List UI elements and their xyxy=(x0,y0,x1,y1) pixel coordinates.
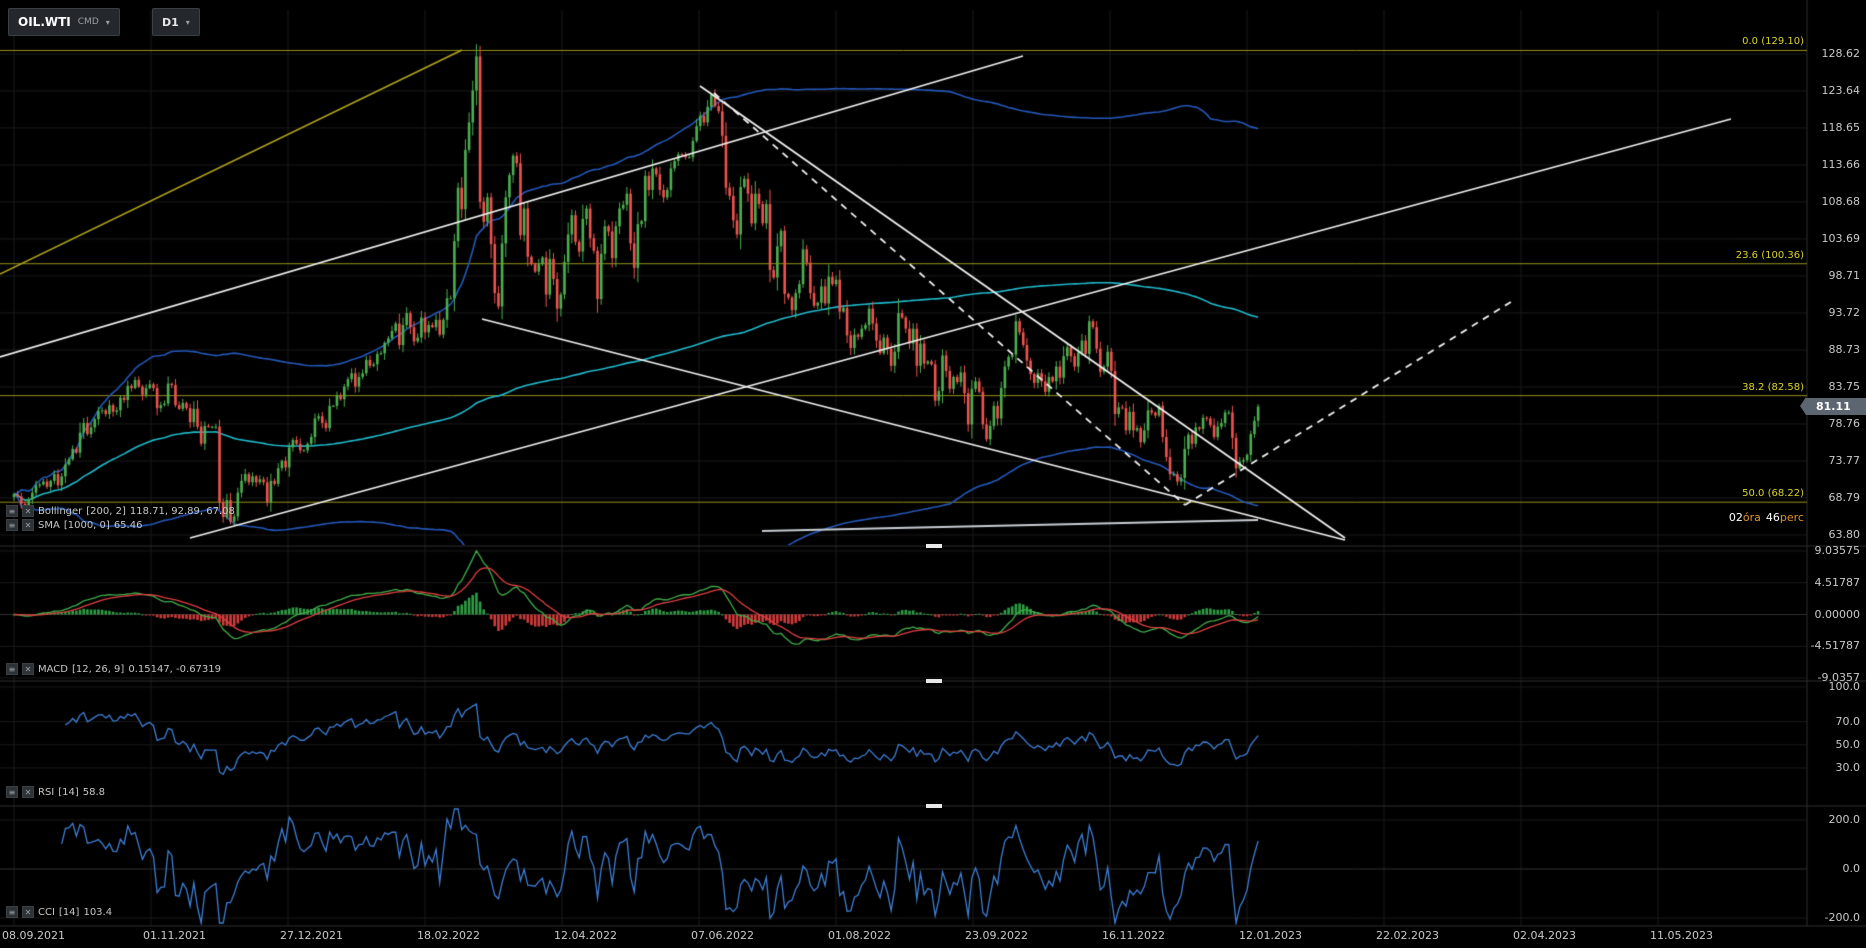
indicator-values: 0.15147, -0.67319 xyxy=(128,663,221,675)
rsi-axis-label: 100.0 xyxy=(1828,680,1861,693)
legend-rsi-text: RSI [14] 58.8 xyxy=(38,787,105,798)
chevron-down-icon: ▾ xyxy=(185,17,190,27)
current-price-badge: 81.11 xyxy=(1800,397,1866,416)
price-axis-label: 93.72 xyxy=(1828,305,1861,319)
indicator-name: SMA xyxy=(38,519,60,531)
indicator-values: 103.4 xyxy=(83,906,113,918)
price-axis-label: 123.64 xyxy=(1821,83,1861,97)
indicator-name: RSI xyxy=(38,786,55,798)
date-label: 01.11.2021 xyxy=(143,929,206,942)
indicator-params: [1000, 0] xyxy=(63,519,110,531)
macd-axis-label: -9.0357 xyxy=(1817,671,1860,685)
indicator-close-icon[interactable]: ✕ xyxy=(22,505,34,517)
countdown-minutes: 46 xyxy=(1765,511,1780,524)
indicator-close-icon[interactable]: ✕ xyxy=(22,519,34,531)
indicator-params: [200, 2] xyxy=(86,505,126,517)
indicator-menu-icon[interactable]: ≡ xyxy=(6,663,18,675)
indicator-menu-icon[interactable]: ≡ xyxy=(6,786,18,798)
indicator-values: 65.46 xyxy=(113,519,143,531)
rsi-axis-label: 50.0 xyxy=(1835,737,1861,751)
indicator-params: [14] xyxy=(58,906,80,918)
price-axis-label: 113.66 xyxy=(1821,158,1861,171)
fibonacci-level-label: 38.2 (82.58) xyxy=(1742,381,1804,393)
macd-axis-label: 0.00000 xyxy=(1814,607,1861,621)
price-axis-label: 83.75 xyxy=(1828,379,1861,393)
legend-rsi: ≡ ✕ RSI [14] 58.8 xyxy=(6,786,105,798)
price-axis-label: 73.77 xyxy=(1828,454,1861,468)
cci-axis-label: -200.0 xyxy=(1824,911,1860,924)
countdown-hours: 02 xyxy=(1728,511,1743,524)
date-label: 02.04.2023 xyxy=(1513,929,1576,942)
price-axis-label: 78.76 xyxy=(1828,416,1861,430)
cci-axis-label: 200.0 xyxy=(1828,813,1861,826)
macd-axis-label: 4.51787 xyxy=(1814,575,1861,589)
date-label: 16.11.2022 xyxy=(1102,929,1165,942)
legend-sma-text: SMA [1000, 0] 65.46 xyxy=(38,520,142,531)
indicator-menu-icon[interactable]: ≡ xyxy=(6,906,18,918)
indicator-values: 118.71, 92.89, 67.08 xyxy=(129,505,235,517)
date-label: 07.06.2022 xyxy=(691,929,754,942)
price-axis-label: 63.80 xyxy=(1828,528,1861,541)
countdown-hours-unit: óra xyxy=(1742,511,1761,524)
date-label: 11.05.2023 xyxy=(1650,929,1713,942)
symbol-selector[interactable]: OIL.WTI CMD ▾ xyxy=(8,8,120,36)
cci-axis-label: 0.0 xyxy=(1842,862,1861,875)
macd-axis-label: -4.51787 xyxy=(1810,639,1860,653)
price-axis-label: 128.62 xyxy=(1821,47,1861,60)
countdown-minutes-unit: perc xyxy=(1779,511,1804,524)
legend-macd: ≡ ✕ MACD [12, 26, 9] 0.15147, -0.67319 xyxy=(6,663,221,675)
price-axis-label: 103.69 xyxy=(1821,231,1861,245)
date-label: 01.08.2022 xyxy=(828,929,891,942)
timeframe-selector[interactable]: D1 ▾ xyxy=(152,8,200,36)
date-label: 12.04.2022 xyxy=(554,929,617,942)
symbol-label: OIL.WTI xyxy=(18,15,71,29)
indicator-name: Bollinger xyxy=(38,505,83,517)
indicator-name: MACD xyxy=(38,663,68,675)
date-label: 22.02.2023 xyxy=(1376,929,1439,942)
indicator-close-icon[interactable]: ✕ xyxy=(22,786,34,798)
candle-countdown: 02óra 46perc xyxy=(1729,511,1804,524)
fibonacci-level-label: 0.0 (129.10) xyxy=(1742,36,1804,48)
date-label: 08.09.2021 xyxy=(2,929,65,942)
timeframe-label: D1 xyxy=(162,15,179,29)
indicator-close-icon[interactable]: ✕ xyxy=(22,663,34,675)
price-axis-label: 68.79 xyxy=(1828,490,1861,504)
rsi-axis-label: 30.0 xyxy=(1835,760,1861,774)
date-label: 12.01.2023 xyxy=(1239,929,1302,942)
indicator-params: [12, 26, 9] xyxy=(71,663,125,675)
indicator-close-icon[interactable]: ✕ xyxy=(22,906,34,918)
legend-cci-text: CCI [14] 103.4 xyxy=(38,907,112,918)
legend-bollinger-text: Bollinger [200, 2] 118.71, 92.89, 67.08 xyxy=(38,506,235,517)
fibonacci-level-label: 23.6 (100.36) xyxy=(1735,249,1804,261)
legend-bollinger: ≡ ✕ Bollinger [200, 2] 118.71, 92.89, 67… xyxy=(6,505,235,517)
legend-sma: ≡ ✕ SMA [1000, 0] 65.46 xyxy=(6,519,142,531)
chevron-down-icon: ▾ xyxy=(105,17,110,27)
panel-resize-handle[interactable] xyxy=(926,804,942,808)
rsi-axis-label: 70.0 xyxy=(1835,714,1861,728)
price-axis-label: 98.71 xyxy=(1828,268,1861,282)
indicator-name: CCI xyxy=(38,906,55,918)
indicator-values: 58.8 xyxy=(82,786,106,798)
panel-resize-handle[interactable] xyxy=(926,679,942,683)
date-label: 23.09.2022 xyxy=(965,929,1028,942)
indicator-params: [14] xyxy=(58,786,79,798)
date-label: 27.12.2021 xyxy=(280,929,343,942)
price-axis-label: 118.65 xyxy=(1821,120,1861,134)
indicator-menu-icon[interactable]: ≡ xyxy=(6,505,18,517)
price-axis-label: 88.73 xyxy=(1828,343,1861,356)
price-axis-label: 108.68 xyxy=(1821,194,1861,208)
indicator-menu-icon[interactable]: ≡ xyxy=(6,519,18,531)
legend-cci: ≡ ✕ CCI [14] 103.4 xyxy=(6,906,112,918)
macd-axis-label: 9.03575 xyxy=(1814,543,1861,557)
date-label: 18.02.2022 xyxy=(417,929,480,942)
panel-resize-handle[interactable] xyxy=(926,544,942,548)
legend-macd-text: MACD [12, 26, 9] 0.15147, -0.67319 xyxy=(38,664,221,675)
fibonacci-level-label: 50.0 (68.22) xyxy=(1742,488,1804,500)
market-label: CMD xyxy=(77,17,99,27)
